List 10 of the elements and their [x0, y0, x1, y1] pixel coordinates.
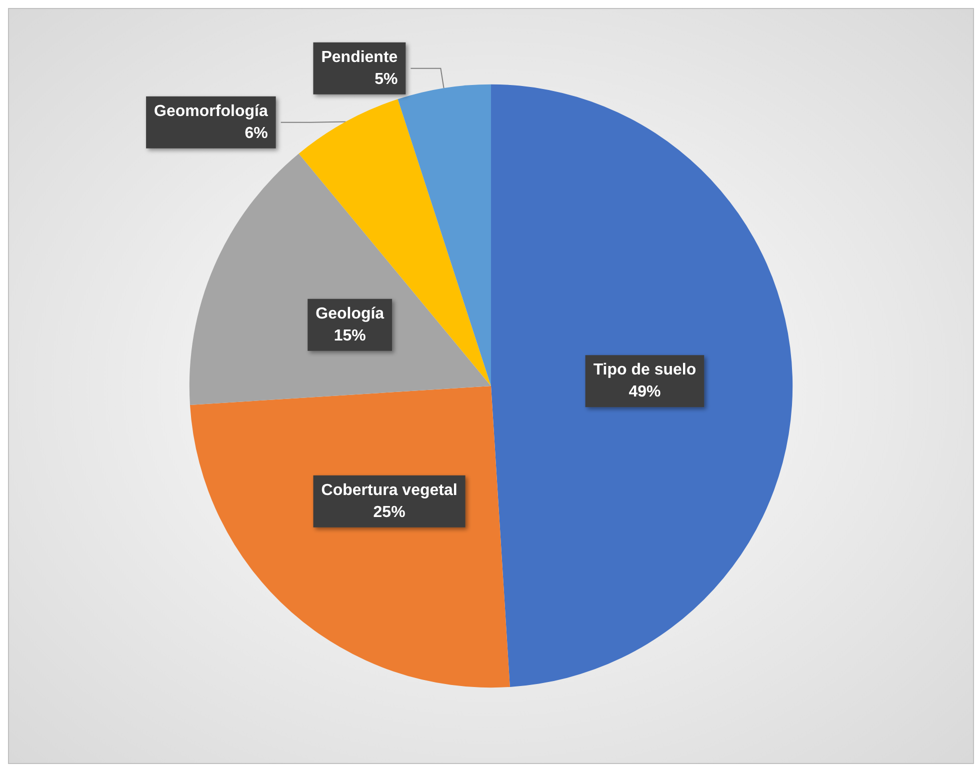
- slice-label: Cobertura vegetal: [321, 482, 458, 499]
- data-label: 15%: [334, 327, 366, 344]
- data-label: 25%: [373, 504, 406, 521]
- slice-label: Geología: [316, 305, 384, 322]
- slice-label: Tipo de suelo: [593, 362, 696, 379]
- data-label: 5%: [374, 70, 398, 88]
- data-label: 49%: [628, 384, 661, 401]
- slice-label: Geomorfología: [154, 102, 268, 120]
- data-label: 6%: [244, 124, 268, 142]
- slice-label: Pendiente: [321, 48, 398, 66]
